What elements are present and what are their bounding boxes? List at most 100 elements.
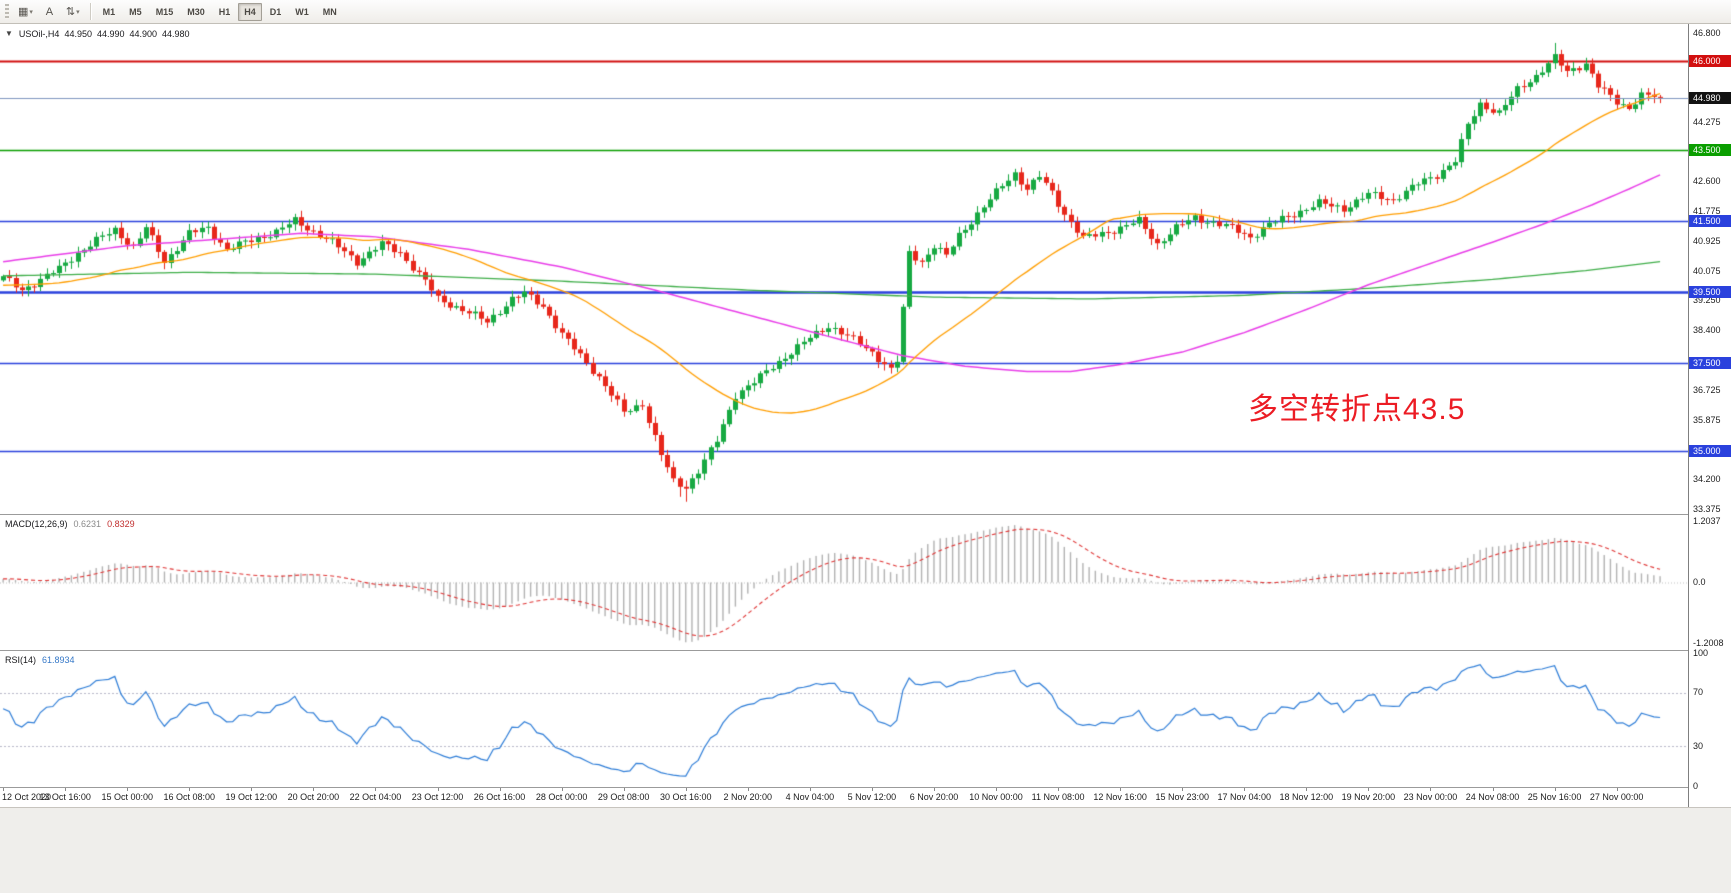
macd-canvas[interactable] bbox=[0, 515, 1688, 650]
time-tick bbox=[1493, 788, 1494, 791]
toolbar: ▦ ▾ A ⇅ ▾ M1 M5 M15 M30 H1 H4 D1 W1 MN bbox=[0, 0, 1731, 24]
time-tick bbox=[562, 788, 563, 791]
rsi-canvas[interactable] bbox=[0, 651, 1688, 787]
time-tick bbox=[313, 788, 314, 791]
time-tick bbox=[624, 788, 625, 791]
price-tick-label: 46.800 bbox=[1693, 27, 1721, 38]
macd-value-signal: 0.8329 bbox=[107, 519, 135, 529]
pane-separator[interactable] bbox=[0, 787, 1731, 788]
timeframe-button-M5[interactable]: M5 bbox=[129, 6, 142, 17]
time-tick bbox=[127, 788, 128, 791]
time-tick bbox=[996, 788, 997, 791]
trend-annotation: 多空转折点43.5 bbox=[1248, 393, 1466, 426]
macd-pane: MACD(12,26,9) 0.6231 0.8329 bbox=[0, 515, 1688, 650]
time-label: 15 Oct 00:00 bbox=[101, 792, 153, 802]
price-level-tag: 43.500 bbox=[1689, 144, 1731, 156]
rsi-scale-label: 70 bbox=[1693, 687, 1704, 698]
time-tick bbox=[748, 788, 749, 791]
time-tick bbox=[1555, 788, 1556, 791]
ohlc-low: 44.900 bbox=[129, 29, 158, 39]
timeframe-button-D1[interactable]: D1 bbox=[269, 6, 282, 17]
chart-symbol: USOil-,H4 bbox=[18, 29, 60, 39]
timeframe-button-W1[interactable]: W1 bbox=[295, 6, 309, 17]
time-tick bbox=[1120, 788, 1121, 791]
time-label: 22 Oct 04:00 bbox=[349, 792, 402, 802]
price-scale[interactable]: 46.800 44.275 42.600 41.775 40.925 40.075 39.2… bbox=[1688, 24, 1731, 807]
price-tick-label: 38.400 bbox=[1693, 325, 1721, 336]
price-level-tag: 41.500 bbox=[1689, 214, 1731, 227]
price-tick-label: 40.925 bbox=[1693, 235, 1721, 246]
ohlc-open: 44.950 bbox=[64, 29, 92, 39]
time-label: 5 Nov 12:00 bbox=[847, 792, 897, 802]
price-level-tag: 35.000 bbox=[1689, 445, 1731, 458]
macd-scale-label: 1.2037 bbox=[1693, 515, 1721, 526]
price-tick-label: 44.275 bbox=[1693, 117, 1721, 128]
pane-separator[interactable] bbox=[0, 650, 1731, 651]
time-label: 23 Nov 00:00 bbox=[1403, 792, 1458, 802]
time-tick bbox=[1058, 788, 1059, 791]
time-tick bbox=[1244, 788, 1245, 791]
time-tick bbox=[810, 788, 811, 791]
price-tick-label: 39.250 bbox=[1693, 295, 1721, 306]
time-tick bbox=[1306, 788, 1307, 791]
rsi-scale-label: 100 bbox=[1693, 647, 1709, 658]
time-tick bbox=[872, 788, 873, 791]
chart-symbol-ohlc: ▼ USOil-,H4 44.950 44.990 44.900 44.980 bbox=[5, 29, 190, 39]
time-label: 29 Oct 08:00 bbox=[597, 792, 650, 802]
time-label: 12 Nov 16:00 bbox=[1093, 792, 1147, 802]
time-label: 2 Nov 20:00 bbox=[723, 792, 773, 802]
time-tick bbox=[686, 788, 687, 791]
price-tick-label: 42.600 bbox=[1693, 176, 1721, 187]
time-label: 24 Nov 08:00 bbox=[1465, 792, 1520, 802]
price-chart-canvas[interactable] bbox=[0, 24, 1688, 514]
rsi-scale-label: 0 bbox=[1693, 780, 1699, 791]
timeframe-button-M30[interactable]: M30 bbox=[187, 6, 205, 17]
time-tick bbox=[1368, 788, 1369, 791]
time-label: 12 Oct 2020 bbox=[2, 792, 52, 802]
pane-separator[interactable] bbox=[0, 514, 1731, 515]
timeframe-button-H4[interactable]: H4 bbox=[238, 2, 262, 21]
timeframe-button-M15[interactable]: M15 bbox=[155, 6, 174, 17]
time-label: 16 Oct 08:00 bbox=[163, 792, 216, 802]
chart-templates-icon[interactable]: ▦ ▾ bbox=[18, 6, 33, 18]
symbol-dropdown-icon[interactable]: ▼ bbox=[5, 29, 13, 38]
time-tick bbox=[65, 788, 66, 791]
price-tick-label: 35.875 bbox=[1693, 414, 1721, 425]
price-level-tag: 46.000 bbox=[1689, 55, 1731, 68]
ohlc-close: 44.980 bbox=[162, 29, 190, 39]
time-label: 27 Nov 00:00 bbox=[1589, 792, 1644, 802]
price-level-tag: 39.500 bbox=[1689, 285, 1731, 298]
time-tick bbox=[934, 788, 935, 791]
current-price-tag: 44.980 bbox=[1689, 91, 1731, 104]
time-tick bbox=[1430, 788, 1431, 791]
text-tool-icon[interactable]: A bbox=[45, 5, 54, 18]
time-label: 26 Oct 16:00 bbox=[473, 792, 526, 802]
time-tick bbox=[189, 788, 190, 791]
time-label: 10 Nov 00:00 bbox=[969, 792, 1023, 802]
time-label: 11 Nov 08:00 bbox=[1031, 792, 1085, 802]
rsi-pane: RSI(14) 61.8934 bbox=[0, 651, 1688, 787]
price-pane: ▼ USOil-,H4 44.950 44.990 44.900 44.980 … bbox=[0, 24, 1688, 514]
bottom-strip bbox=[0, 807, 1731, 893]
time-label: 20 Oct 20:00 bbox=[287, 792, 340, 802]
rsi-name: RSI(14) bbox=[5, 655, 37, 665]
time-tick bbox=[3, 788, 4, 791]
time-axis[interactable]: 12 Oct 2020 13 Oct 16:00 15 Oct 00:00 16 Oc… bbox=[0, 788, 1688, 807]
macd-scale-label: 0.0 bbox=[1693, 577, 1706, 587]
time-tick bbox=[1617, 788, 1618, 791]
rsi-scale-label: 30 bbox=[1693, 740, 1704, 751]
scale-settings-icon[interactable]: ⇅ ▾ bbox=[65, 6, 80, 18]
price-tick-label: 40.075 bbox=[1693, 265, 1721, 276]
time-label: 23 Oct 12:00 bbox=[411, 792, 464, 802]
timeframe-button-MN[interactable]: MN bbox=[322, 6, 337, 17]
toolbar-grip[interactable] bbox=[5, 4, 9, 19]
price-tick-label: 41.775 bbox=[1693, 205, 1721, 216]
macd-label: MACD(12,26,9) 0.6231 0.8329 bbox=[5, 519, 135, 529]
timeframe-button-H1[interactable]: H1 bbox=[218, 6, 231, 17]
time-label: 28 Oct 00:00 bbox=[535, 792, 588, 802]
price-tick-label: 36.725 bbox=[1693, 384, 1721, 395]
timeframe-button-M1[interactable]: M1 bbox=[102, 6, 116, 17]
price-tick-label: 33.375 bbox=[1693, 503, 1721, 514]
time-label: 30 Oct 16:00 bbox=[659, 792, 712, 802]
